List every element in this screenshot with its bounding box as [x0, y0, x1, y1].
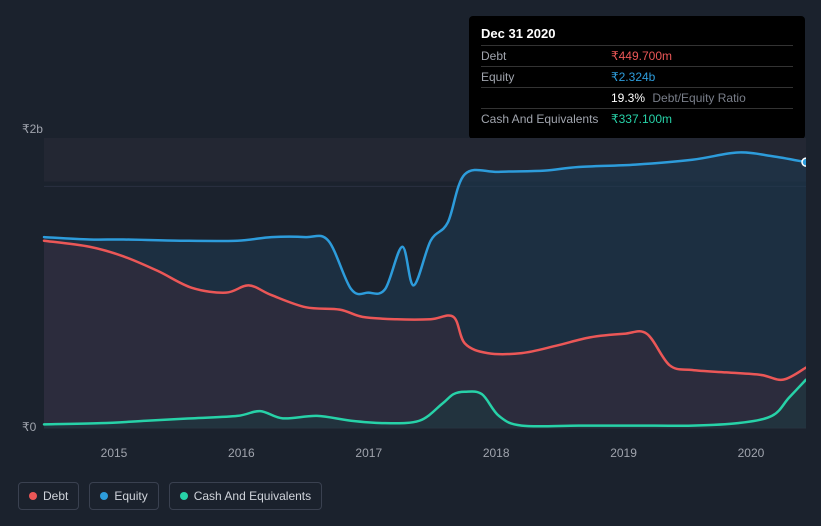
legend-item[interactable]: Cash And Equivalents	[169, 482, 322, 510]
tooltip-row-label	[481, 91, 611, 105]
tooltip-row: 19.3% Debt/Equity Ratio	[481, 87, 793, 108]
financial-chart: Dec 31 2020 Debt₹449.700mEquity₹2.324b19…	[0, 0, 821, 526]
legend-label: Debt	[43, 489, 68, 503]
tooltip-row-label: Cash And Equivalents	[481, 112, 611, 126]
tooltip-date: Dec 31 2020	[481, 26, 793, 41]
x-axis-tick: 2019	[594, 446, 654, 460]
legend-label: Cash And Equivalents	[194, 489, 311, 503]
chart-plot-area[interactable]	[18, 132, 806, 434]
chart-tooltip: Dec 31 2020 Debt₹449.700mEquity₹2.324b19…	[469, 16, 805, 139]
tooltip-row: Cash And Equivalents₹337.100m	[481, 108, 793, 129]
tooltip-row-value: 19.3% Debt/Equity Ratio	[611, 91, 746, 105]
chart-legend: Debt Equity Cash And Equivalents	[18, 482, 322, 510]
x-axis-tick: 2015	[84, 446, 144, 460]
x-axis-tick: 2018	[466, 446, 526, 460]
tooltip-row-value: ₹337.100m	[611, 112, 672, 126]
legend-dot	[29, 492, 37, 500]
x-axis: 2015 2016 2017 2018 2019 2020	[44, 446, 821, 460]
tooltip-row-value: ₹2.324b	[611, 70, 655, 84]
x-axis-tick: 2020	[721, 446, 781, 460]
tooltip-row-sublabel: Debt/Equity Ratio	[649, 91, 746, 105]
legend-dot	[180, 492, 188, 500]
legend-dot	[100, 492, 108, 500]
tooltip-row: Equity₹2.324b	[481, 66, 793, 87]
x-axis-tick: 2016	[211, 446, 271, 460]
legend-item[interactable]: Debt	[18, 482, 79, 510]
tooltip-row: Debt₹449.700m	[481, 45, 793, 66]
tooltip-row-label: Equity	[481, 70, 611, 84]
legend-label: Equity	[114, 489, 147, 503]
legend-item[interactable]: Equity	[89, 482, 158, 510]
tooltip-row-value: ₹449.700m	[611, 49, 672, 63]
tooltip-row-label: Debt	[481, 49, 611, 63]
x-axis-tick: 2017	[339, 446, 399, 460]
